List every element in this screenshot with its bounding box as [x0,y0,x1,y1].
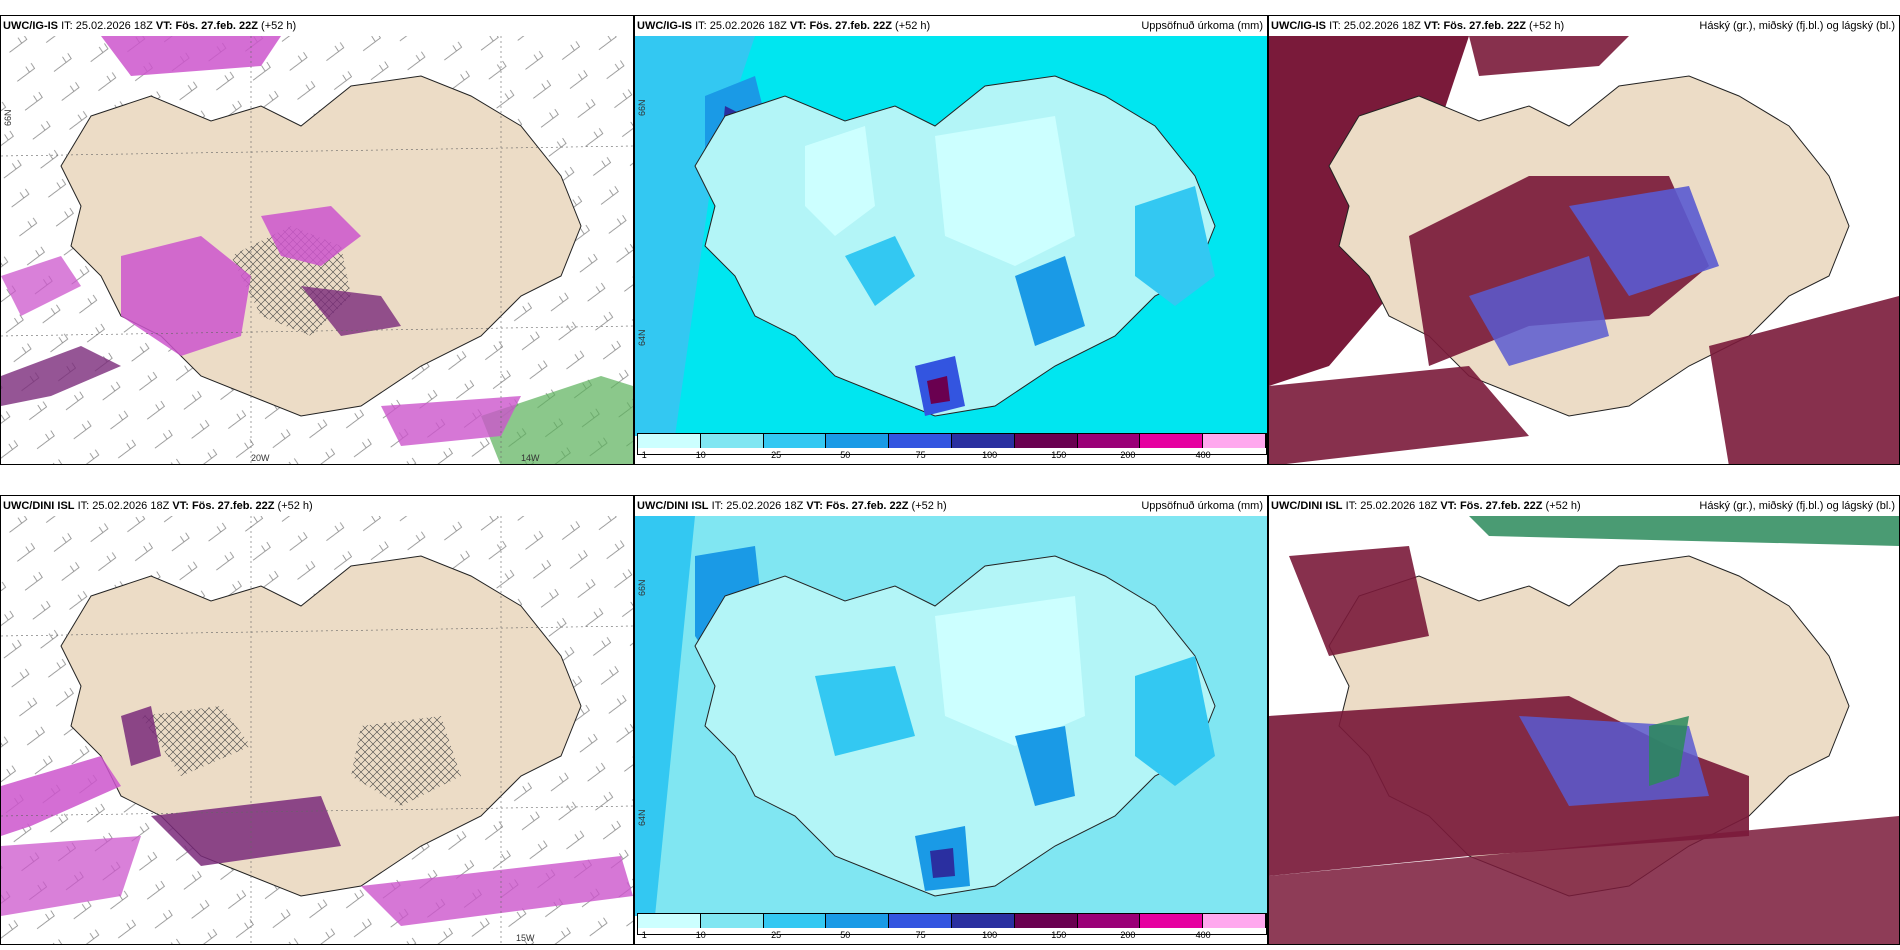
panel-top-left: UWC/IG-IS IT: 25.02.2026 18Z VT: Fös. 27… [0,15,634,465]
legend-tick: 50 [840,930,851,940]
panel-title: Uppsöfnuð úrkoma (mm) [1141,500,1263,512]
legend-tick: 75 [915,930,926,940]
panel-header: UWC/IG-IS IT: 25.02.2026 18Z VT: Fös. 27… [3,20,297,32]
map-precip [635,516,1267,916]
panel-top-right: UWC/IG-IS IT: 25.02.2026 18Z VT: Fös. 27… [1268,15,1900,465]
legend-tick: 100 [982,450,998,460]
legend-tick: 200 [1120,930,1136,940]
panel-header: UWC/IG-IS IT: 25.02.2026 18Z VT: Fös. 27… [637,20,931,32]
legend-tick: 10 [695,450,706,460]
legend-tick: 400 [1195,930,1211,940]
lat-label-64n: 64N [637,809,647,826]
panel-top-middle: UWC/IG-IS IT: 25.02.2026 18Z VT: Fös. 27… [634,15,1268,465]
legend-tick: 25 [771,930,782,940]
legend-tick: 10 [695,930,706,940]
map-snow-wind [1,36,633,464]
panel-bottom-right: UWC/DINI ISL IT: 25.02.2026 18Z VT: Fös.… [1268,495,1900,945]
legend-tick: 1 [641,450,647,460]
panel-header: UWC/DINI ISL IT: 25.02.2026 18Z VT: Fös.… [637,500,947,512]
legend-tick: 100 [982,930,998,940]
lon-label-15w: 15W [516,933,535,943]
panel-header: UWC/IG-IS IT: 25.02.2026 18Z VT: Fös. 27… [1271,20,1565,32]
panel-header: UWC/DINI ISL IT: 25.02.2026 18Z VT: Fös.… [1271,500,1581,512]
legend-tick: 150 [1051,930,1067,940]
lat-label-66n: 66N [3,109,13,126]
legend-tick: 200 [1120,450,1136,460]
lat-label-66n: 66N [637,579,647,596]
map-snow-wind [1,516,633,944]
legend-tick: 25 [771,450,782,460]
map-precip [635,36,1267,436]
lat-label-66n: 66N [637,99,647,116]
panel-title: Háský (gr.), miðský (fj.bl.) og lágský (… [1699,20,1895,32]
legend-tick: 150 [1051,450,1067,460]
precip-legend: 1 10 25 50 75 100 150 200 400 [637,433,1267,460]
lon-label-20w: 20W [251,453,270,463]
panel-title: Háský (gr.), miðský (fj.bl.) og lágský (… [1699,500,1895,512]
precip-legend: 1 10 25 50 75 100 150 200 400 [637,913,1267,940]
legend-tick: 75 [915,450,926,460]
legend-tick: 400 [1195,450,1211,460]
lon-label-14w: 14W [521,453,540,463]
legend-tick: 1 [641,930,647,940]
iceland-land [694,555,1216,897]
panel-title: Uppsöfnuð úrkoma (mm) [1141,20,1263,32]
lat-label-64n: 64N [637,329,647,346]
panel-bottom-middle: UWC/DINI ISL IT: 25.02.2026 18Z VT: Fös.… [634,495,1268,945]
panel-header: UWC/DINI ISL IT: 25.02.2026 18Z VT: Fös.… [3,500,313,512]
map-clouds [1269,516,1899,944]
legend-tick: 50 [840,450,851,460]
panel-bottom-left: UWC/DINI ISL IT: 25.02.2026 18Z VT: Fös.… [0,495,634,945]
map-clouds [1269,36,1899,464]
